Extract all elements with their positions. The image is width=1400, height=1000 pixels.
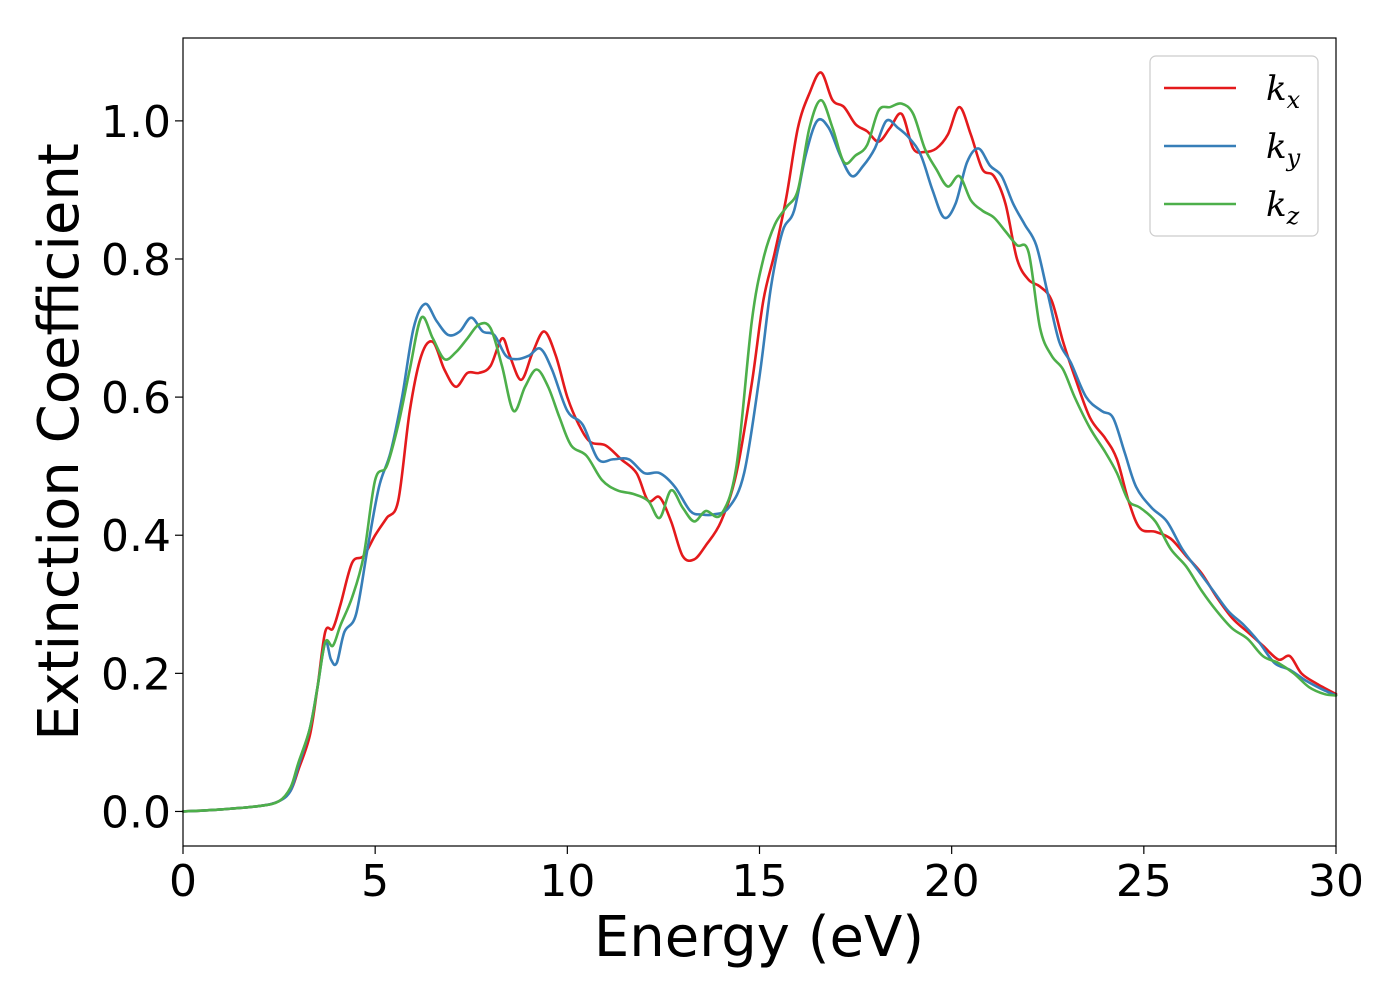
legend-label-main: k [1266,127,1287,167]
series-layer [181,71,1338,813]
x-axis-title: Energy (eV) [594,905,924,970]
x-tick-label: 0 [169,856,197,907]
x-tick-label: 20 [924,856,980,907]
legend-label-kz: kz [1266,185,1300,230]
legend-label-main: k [1266,185,1287,225]
legend-label-main: k [1266,69,1287,109]
series-line-kx [181,71,1338,813]
y-axis: 0.0 0.2 0.4 0.6 0.8 1.0 [101,97,183,838]
plot-background [183,38,1336,846]
y-tick-label: 0.0 [101,787,171,838]
x-tick-label: 25 [1116,856,1172,907]
series-line-kz [181,98,1338,813]
legend-label-subscript: y [1286,144,1301,172]
y-tick-label: 0.4 [101,511,171,562]
legend-label-kx: kx [1266,69,1301,114]
y-tick-label: 0.8 [101,235,171,286]
legend-label-subscript: x [1287,86,1301,114]
x-tick-label: 10 [539,856,595,907]
x-axis: 0 5 10 15 20 25 30 [169,846,1364,907]
x-tick-label: 30 [1308,856,1364,907]
y-tick-label: 1.0 [101,97,171,148]
y-tick-label: 0.6 [101,373,171,424]
y-axis-title: Extinction Coefficient [27,143,92,741]
legend-label-subscript: z [1286,202,1300,230]
x-tick-label: 5 [361,856,389,907]
legend-label-ky: ky [1266,127,1301,172]
y-tick-label: 0.2 [101,649,171,700]
x-tick-label: 15 [732,856,788,907]
